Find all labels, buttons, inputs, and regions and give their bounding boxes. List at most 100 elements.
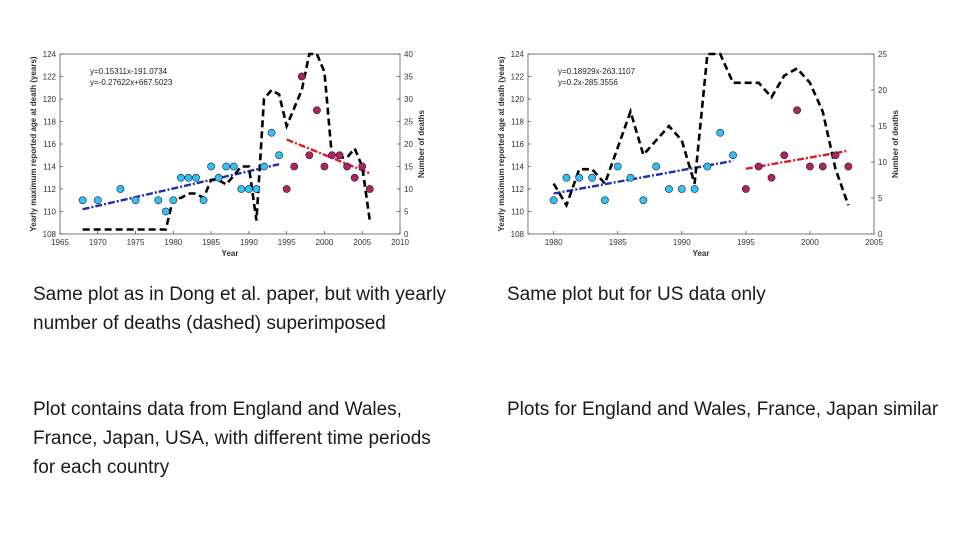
- chart-left-x-tick-label: 1975: [127, 238, 145, 247]
- chart-left-equation-2: y=-0.27622x+667.5023: [90, 78, 173, 87]
- chart-left-x-tick-label: 2010: [391, 238, 409, 247]
- chart-left-x-tick-label: 1980: [164, 238, 182, 247]
- chart-right-y-tick-label: 114: [511, 163, 524, 172]
- chart-left-data-point: [169, 196, 178, 205]
- chart-left-data-point: [305, 151, 314, 160]
- chart-right-data-point: [665, 185, 673, 193]
- chart-left-y2-tick-label: 40: [404, 50, 413, 59]
- chart-right-deaths-line: [552, 52, 850, 209]
- chart-right-svg: 1980 1985 1990 1995 2000 20051081101121141161…: [497, 50, 900, 258]
- caption-left-top: Same plot as in Dong et al. paper, but w…: [33, 284, 446, 334]
- chart-right-data-point: [690, 185, 699, 193]
- chart-left-equation-1: y=0.15311x-191.0734: [90, 67, 168, 76]
- chart-left-data-point: [335, 151, 344, 160]
- chart-right-y-axis-title: Yearly maximum reported age at death (ye…: [497, 56, 506, 232]
- chart-left-data-point: [343, 162, 352, 171]
- chart-right-data-point: [754, 162, 763, 171]
- chart-left-data-point: [93, 196, 102, 205]
- chart-right-data-point: [793, 106, 802, 115]
- chart-left-y2-axis-title: Number of deaths: [417, 109, 426, 178]
- chart-right-y2-tick-label: 25: [878, 50, 887, 59]
- chart-right-x-tick-label: 1990: [673, 238, 691, 247]
- chart-right-data-point: [588, 173, 596, 182]
- chart-left-y2-tick-label: 10: [404, 185, 413, 194]
- chart-right-trend-line-2: [553, 159, 734, 195]
- chart-right-data-point: [677, 185, 686, 193]
- chart-left-y2-tick-label: 25: [404, 118, 413, 127]
- chart-left-data-point: [154, 196, 163, 205]
- chart-right-data-point: [716, 128, 725, 137]
- chart-right-data-point: [780, 151, 789, 160]
- chart-right-data-point: [639, 196, 648, 205]
- chart-left-x-tick-label: 1990: [240, 238, 258, 247]
- chart-left-x-tick-label: 1995: [278, 238, 296, 247]
- chart-left-data-point: [184, 173, 193, 182]
- chart-left-data-point: [350, 173, 359, 182]
- chart-left-x-tick-label: 1970: [89, 238, 107, 247]
- chart-right-data-point: [703, 162, 712, 171]
- chart-right-trend-line-3: [745, 149, 849, 170]
- chart-left-data-point: [267, 128, 276, 137]
- chart-right: 1980 1985 1990 1995 2000 2005 108 110 112 114 116 1…: [496, 46, 916, 266]
- chart-left-y-tick-label: 124: [43, 50, 57, 59]
- chart-right-y-tick-label: 112: [511, 185, 524, 194]
- chart-left-y-tick-label: 110: [43, 208, 56, 217]
- chart-right-data-point: [729, 151, 737, 160]
- chart-right-data-point: [549, 196, 558, 205]
- chart-left-x-axis-title: Year: [222, 249, 239, 258]
- chart-left-data-point: [320, 162, 329, 171]
- chart-right-y2-tick-label: 10: [878, 158, 887, 167]
- chart-left-data-point: [282, 185, 291, 193]
- chart-left-data-point: [176, 173, 185, 182]
- chart-left-data-point: [275, 151, 284, 160]
- chart-right-x-tick-label: 1985: [609, 238, 627, 247]
- chart-right-y2-tick-label: 20: [878, 86, 887, 95]
- chart-right-data-point: [613, 162, 622, 171]
- chart-left-data-point: [199, 196, 208, 205]
- chart-right-data-point: [600, 196, 609, 205]
- caption-right-bottom: Plots for England and Wales, France, Jap…: [507, 399, 939, 420]
- chart-right-y-tick-label: 118: [511, 118, 524, 127]
- chart-left-data-point: [131, 196, 140, 205]
- chart-left-x-tick-label: 2000: [316, 238, 334, 247]
- chart-right-data-point: [562, 173, 571, 182]
- chart-left-y-tick-label: 112: [43, 185, 56, 194]
- chart-right-data-point: [626, 173, 635, 182]
- chart-right-equation-1: y=0.18929x-263.1107: [558, 67, 636, 76]
- chart-left-y2-tick-label: 20: [404, 140, 413, 149]
- chart-left-y-tick-label: 120: [43, 95, 57, 104]
- chart-left-deaths-line: [82, 52, 372, 231]
- chart-left-data-point: [222, 162, 231, 171]
- chart-right-x-tick-label: 2005: [865, 238, 883, 247]
- chart-left-data-point: [312, 106, 321, 115]
- chart-left-data-point: [78, 196, 87, 205]
- chart-left-y2-tick-label: 5: [404, 208, 409, 217]
- chart-left-data-point: [252, 185, 261, 193]
- chart-left-trend-line-3: [286, 138, 371, 175]
- chart-left-svg: 1965 1970 1975 1980 1985 1990 1995 2000 2005 2010…: [29, 50, 426, 258]
- chart-left-data-point: [116, 185, 125, 193]
- chart-left-y2-tick-label: 15: [404, 163, 413, 172]
- chart-left-data-point: [328, 151, 336, 160]
- chart-right-data-point: [844, 162, 853, 171]
- chart-right-x-axis-title: Year: [693, 249, 710, 258]
- chart-right-data-point: [575, 173, 584, 182]
- chart-left-data-point: [358, 162, 367, 171]
- chart-left-data-point: [192, 173, 200, 182]
- chart-left-y2-tick-label: 35: [404, 73, 413, 82]
- chart-left-y-tick-label: 116: [43, 140, 56, 149]
- chart-right-data-point: [652, 162, 661, 171]
- chart-left-y-tick-label: 118: [43, 118, 56, 127]
- caption-left-bottom: Plot contains data from England and Wale…: [33, 399, 431, 478]
- chart-left-data-point: [161, 207, 170, 216]
- chart-right-data-point: [767, 173, 776, 182]
- chart-right-x-tick-label: 1995: [737, 238, 755, 247]
- chart-left-y-tick-label: 122: [43, 73, 57, 82]
- chart-right-y-tick-label: 108: [511, 230, 525, 239]
- chart-right-y-tick-label: 124: [511, 50, 525, 59]
- chart-right-data-point: [806, 162, 814, 171]
- chart-left-x-tick-label: 2005: [353, 238, 371, 247]
- chart-left-y-axis-title: Yearly maximum reported age at death (ye…: [29, 56, 38, 232]
- chart-left-data-point: [365, 185, 374, 193]
- chart-left-data-point: [244, 185, 253, 193]
